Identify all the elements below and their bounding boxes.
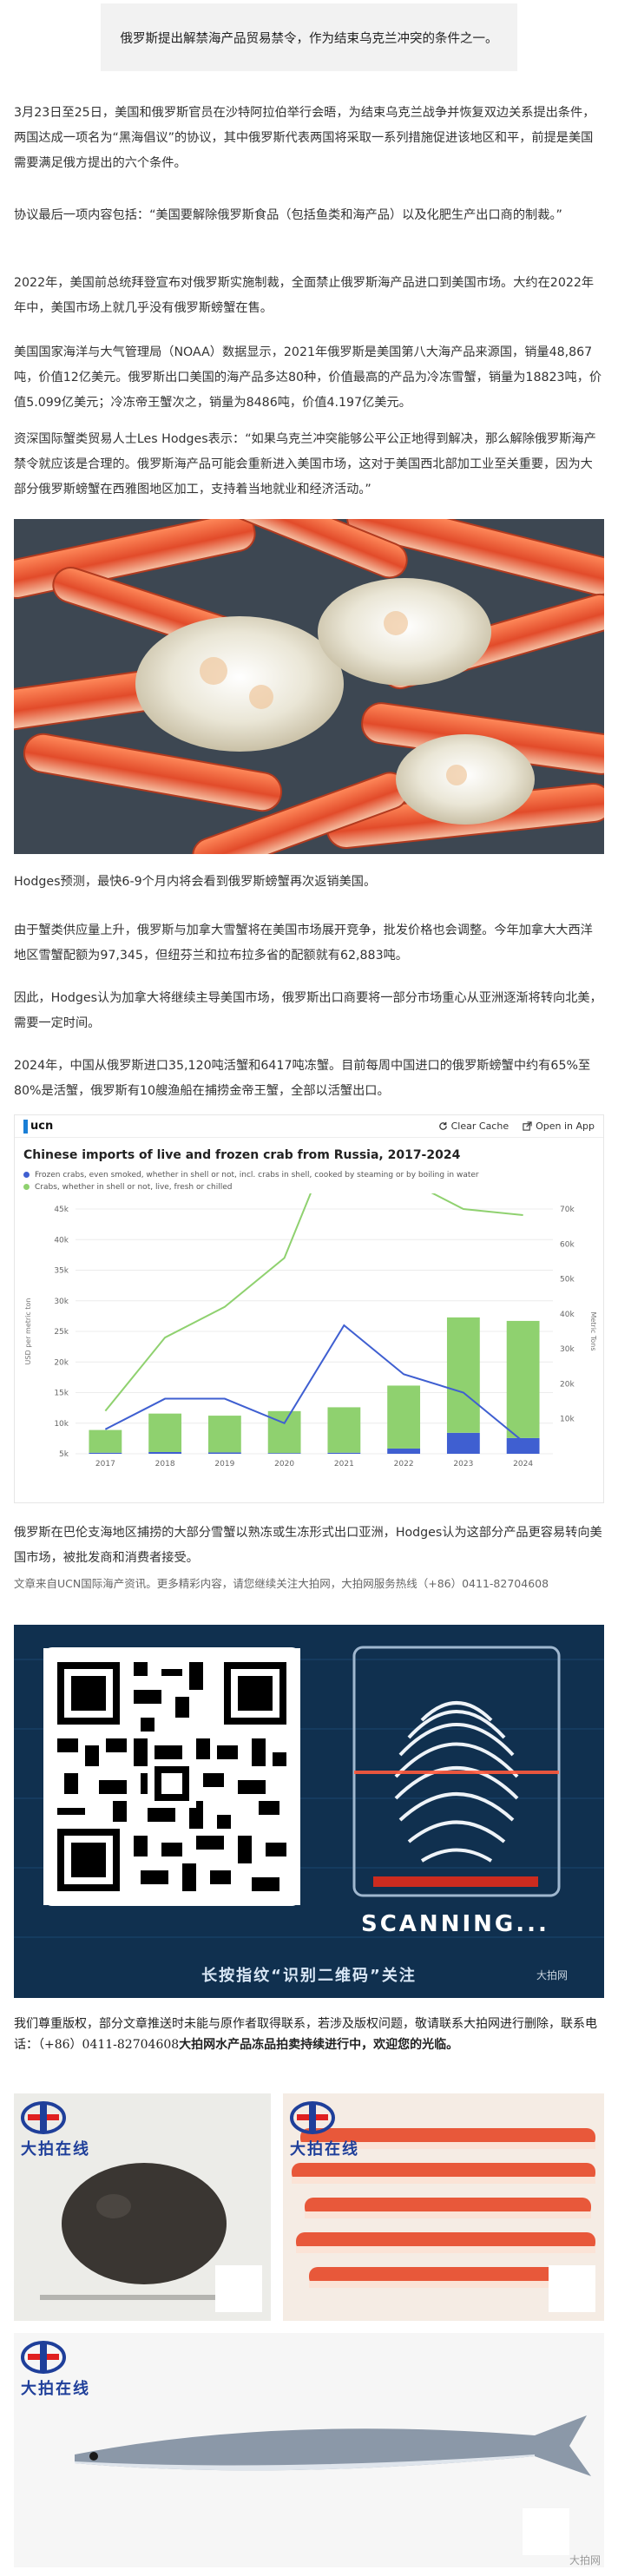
refresh-icon <box>438 1121 447 1130</box>
bar-live <box>89 1429 122 1453</box>
y-right-tick-label: 60k <box>560 1240 575 1249</box>
paragraph: 资深国际蟹类贸易人士Les Hodges表示：“如果乌克兰冲突能够公平公正地得到… <box>14 432 596 496</box>
paragraph: 2024年，中国从俄罗斯进口35,120吨活蟹和6417吨冻蟹。目前每周中国进口… <box>14 1059 591 1098</box>
bar-frozen <box>387 1448 421 1454</box>
y-right-tick-label: 70k <box>560 1206 575 1214</box>
dapai-logo-icon <box>21 2341 66 2374</box>
x-tick-label: 2020 <box>274 1460 294 1469</box>
bar-frozen <box>267 1453 301 1454</box>
brand-logo: 大拍在线 <box>21 2340 90 2399</box>
y-left-tick-label: 20k <box>54 1358 69 1367</box>
article-headline: 俄罗斯提出解禁海产品贸易禁令，作为结束乌克兰冲突的条件之一。 <box>101 3 517 71</box>
bar-frozen <box>207 1452 241 1454</box>
dapai-logo-icon <box>290 2101 335 2134</box>
bar-frozen <box>89 1452 122 1454</box>
y-right-tick-label: 20k <box>560 1380 575 1389</box>
crab-photo <box>14 519 604 854</box>
mini-qr-code <box>523 2508 569 2555</box>
bar-frozen <box>446 1432 480 1454</box>
y-left-tick-label: 10k <box>54 1420 69 1429</box>
y-left-tick-label: 5k <box>59 1450 69 1459</box>
bar-live <box>207 1416 241 1453</box>
bar-live <box>267 1410 301 1454</box>
chart-card: ucn Clear Cache Open in App Chinese impo… <box>14 1109 604 1503</box>
brand-logo: 大拍在线 <box>290 2100 359 2159</box>
qr-code[interactable] <box>43 1647 300 1906</box>
y-left-tick-label: 40k <box>54 1236 69 1245</box>
scanning-text: SCANNING... <box>361 1911 549 1937</box>
y-left-tick-label: 35k <box>54 1267 69 1276</box>
ucn-logo: ucn <box>23 1119 53 1134</box>
qr-code-panel: SCANNING... 长按指纹“识别二维码”关注 大拍网 <box>14 1625 604 1998</box>
mini-qr-code <box>215 2265 262 2312</box>
y-right-tick-label: 10k <box>560 1416 575 1424</box>
x-tick-label: 2017 <box>95 1460 115 1469</box>
chart-toolbar: ucn Clear Cache Open in App <box>15 1115 603 1138</box>
legend-item-frozen: Frozen crabs, even smoked, whether in sh… <box>23 1169 595 1181</box>
product-photo-saury: 大拍在线 <box>14 2333 604 2567</box>
y-right-tick-label: 40k <box>560 1311 575 1319</box>
x-tick-label: 2019 <box>214 1460 234 1469</box>
copyright-notice: 我们尊重版权，部分文章推送时未能与原作者取得联系，若涉及版权问题，敬请联系大拍网… <box>14 2017 597 2052</box>
y-left-tick-label: 45k <box>54 1206 69 1214</box>
chart-legend: Frozen crabs, even smoked, whether in sh… <box>15 1169 603 1193</box>
paragraph: Hodges预测，最快6-9个月内将会看到俄罗斯螃蟹再次返销美国。 <box>14 875 377 889</box>
paragraph: 因此，Hodges认为加拿大将继续主导美国市场，俄罗斯出口商要将一部分市场重心从… <box>14 991 602 1030</box>
brand-logo: 大拍在线 <box>21 2100 90 2159</box>
paragraph: 俄罗斯在巴伦支海地区捕捞的大部分雪蟹以熟冻或生冻形式出口亚洲，Hodges认为这… <box>14 1526 602 1565</box>
chart-title: Chinese imports of live and frozen crab … <box>23 1148 461 1162</box>
y-right-tick-label: 50k <box>560 1276 575 1285</box>
qr-code-icon <box>43 1648 300 1905</box>
y-right-tick-label: 30k <box>560 1345 575 1354</box>
watermark: 大拍网 <box>569 2554 601 2566</box>
y-left-tick-label: 30k <box>54 1298 69 1306</box>
bar-frozen <box>506 1437 540 1454</box>
brand-mark: 大拍网 <box>536 1969 568 1981</box>
qr-caption: 长按指纹“识别二维码”关注 <box>201 1967 417 1985</box>
source-note: 文章来自UCN国际海产资讯。更多精彩内容，请您继续关注大拍网，大拍网服务热线（+… <box>14 1577 549 1590</box>
bar-live <box>446 1317 480 1433</box>
x-tick-label: 2021 <box>334 1460 354 1469</box>
y-left-tick-label: 15k <box>54 1390 69 1398</box>
x-tick-label: 2024 <box>513 1460 533 1469</box>
bar-live <box>327 1407 361 1453</box>
y-left-tick-label: 25k <box>54 1328 69 1337</box>
mini-qr-code <box>549 2265 595 2312</box>
clear-cache-button[interactable]: Clear Cache <box>438 1120 509 1132</box>
x-tick-label: 2018 <box>155 1460 175 1469</box>
product-photo-fish: 大拍在线 <box>14 2093 271 2321</box>
x-tick-label: 2023 <box>453 1460 473 1469</box>
dapai-logo-icon <box>21 2101 66 2134</box>
legend-item-live: Crabs, whether in shell or not, live, fr… <box>23 1181 595 1193</box>
bar-frozen <box>327 1452 361 1454</box>
paragraph: 协议最后一项内容包括：“美国要解除俄罗斯食品（包括鱼类和海产品）以及化肥生产出口… <box>14 208 562 222</box>
x-tick-label: 2022 <box>394 1460 414 1469</box>
paragraph: 由于蟹类供应量上升，俄罗斯与加拿大雪蟹将在美国市场展开竞争，批发价格也会调整。今… <box>14 923 593 963</box>
crab-illustration <box>14 519 604 854</box>
line-frozen-price <box>104 1324 524 1442</box>
paragraph: 美国国家海洋与大气管理局（NOAA）数据显示，2021年俄罗斯是美国第八大海产品… <box>14 345 602 410</box>
open-in-app-button[interactable]: Open in App <box>523 1120 595 1132</box>
paragraph: 2022年，美国前总统拜登宣布对俄罗斯实施制裁，全面禁止俄罗斯海产品进口到美国市… <box>14 276 595 315</box>
bar-live <box>387 1385 421 1449</box>
chart-plot: 5k 10k 15k 20k 25k 30k 35k 40k 45k 10k 20k 30k 40k 50… <box>24 1109 597 1469</box>
bar-frozen <box>148 1451 182 1454</box>
y-left-axis-label: USD per metric ton <box>24 1298 32 1365</box>
bar-live <box>506 1320 540 1438</box>
bar-live <box>148 1413 182 1452</box>
y-right-axis-label: Metric Tons <box>589 1311 597 1350</box>
paragraph: 3月23日至25日，美国和俄罗斯官员在沙特阿拉伯举行会晤，为结束乌克兰战争并恢复… <box>14 106 595 170</box>
auction-notice: 大拍网水产品冻品拍卖持续进行中，欢迎您的光临。 <box>179 2038 459 2052</box>
product-photo-crab-legs: 大拍在线 <box>283 2093 604 2321</box>
saury-photo <box>14 2333 604 2567</box>
external-link-icon <box>523 1121 532 1131</box>
